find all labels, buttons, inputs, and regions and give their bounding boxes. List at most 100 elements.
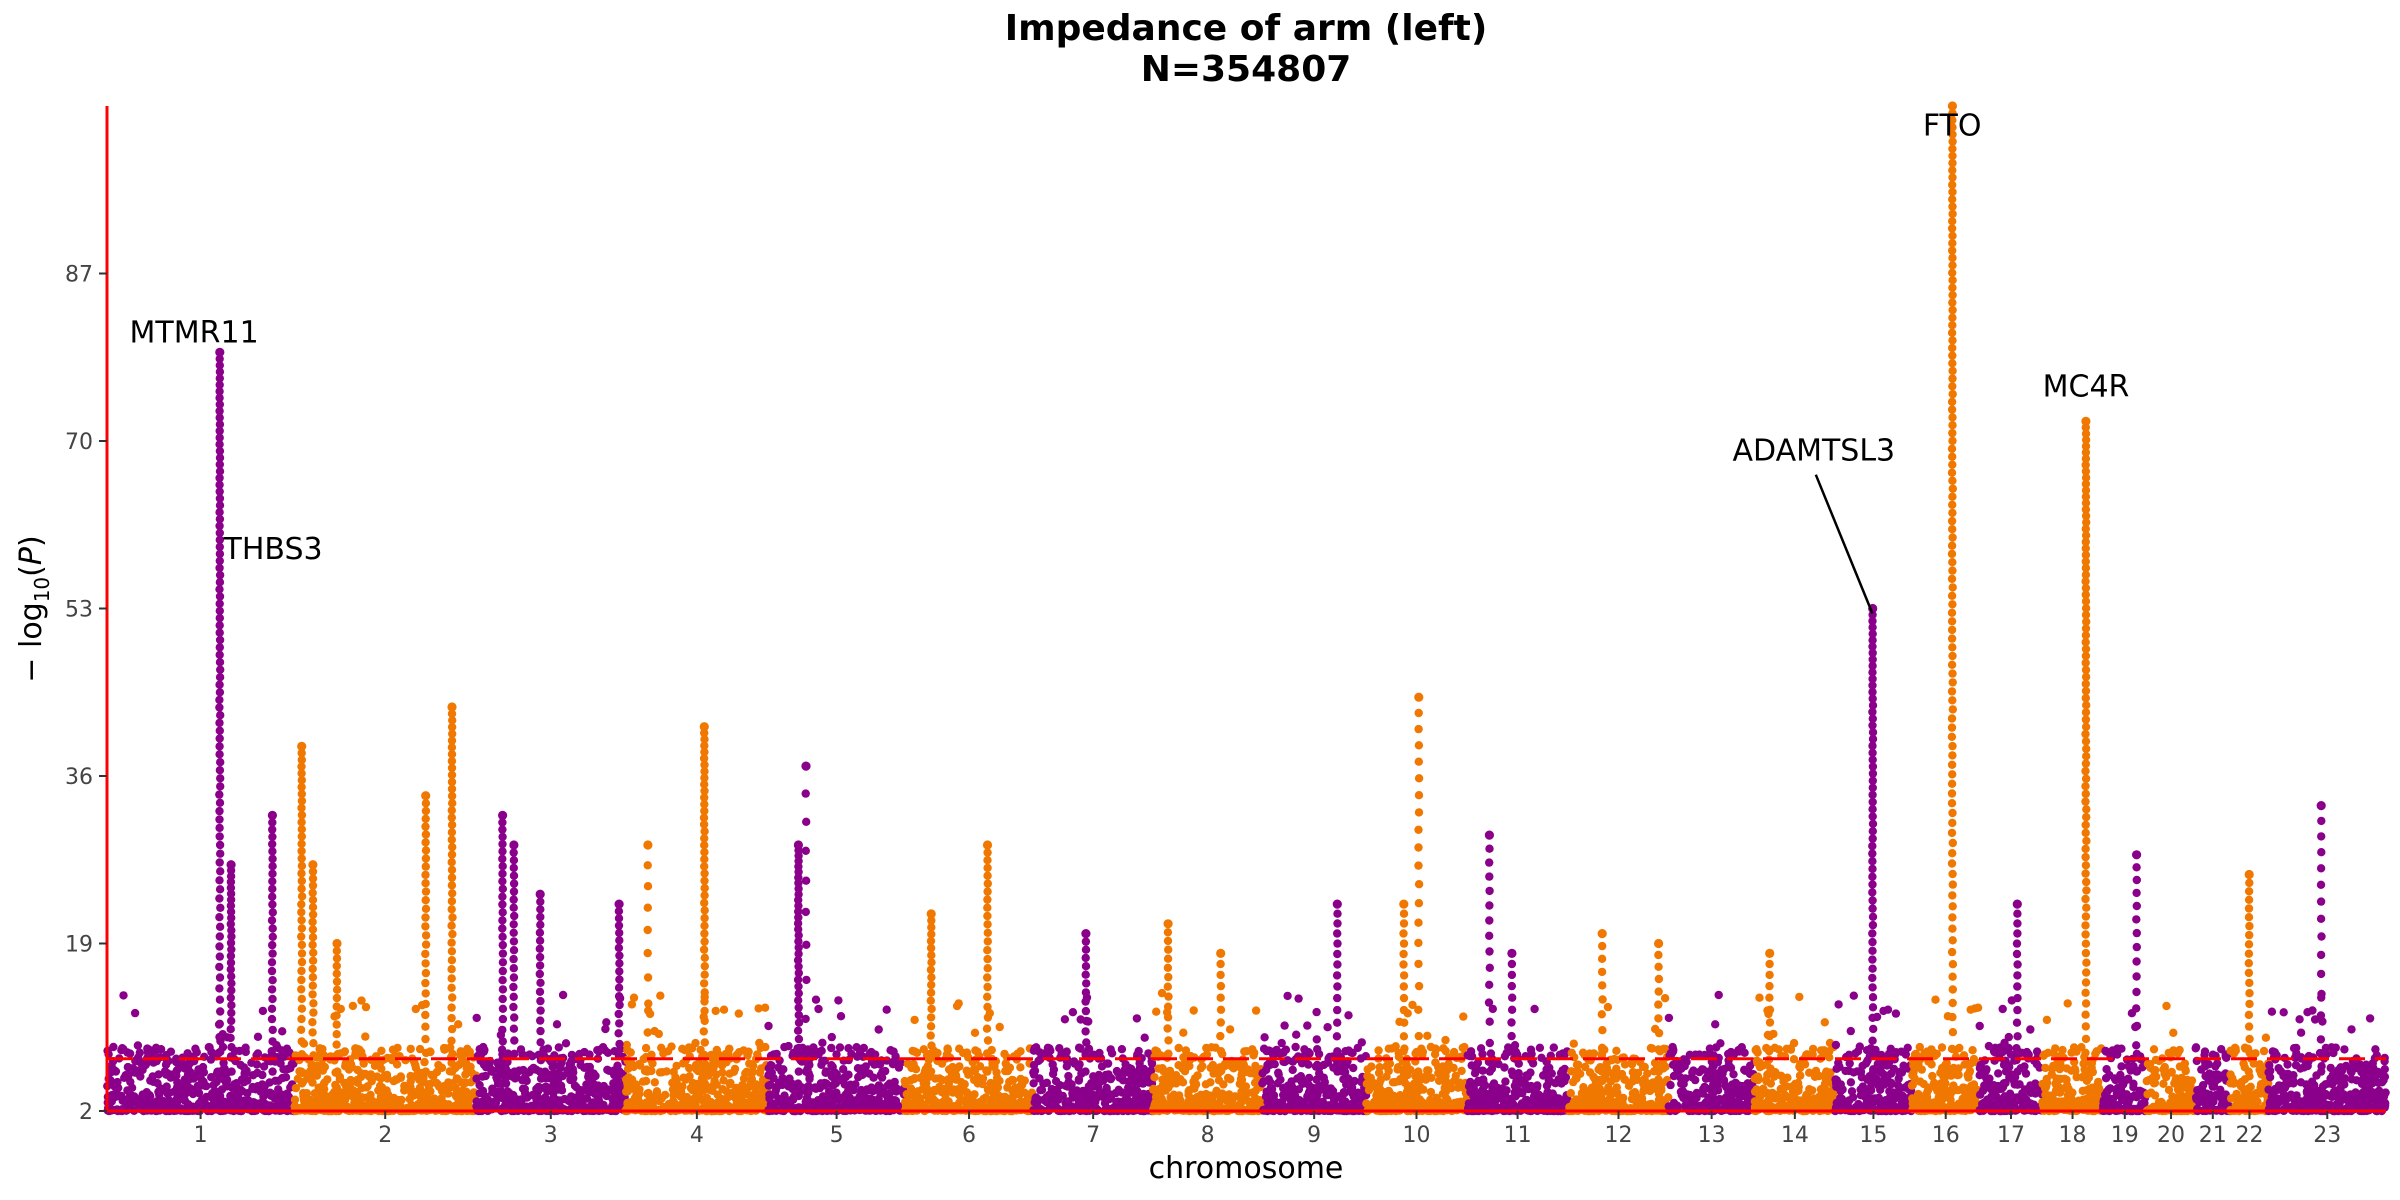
data-point (300, 1097, 309, 1107)
data-point (126, 1098, 135, 1108)
data-point (556, 1063, 565, 1073)
data-point (1151, 1098, 1160, 1107)
data-point (611, 1087, 620, 1096)
data-point (644, 1006, 653, 1015)
data-point (344, 1065, 354, 1074)
data-point (591, 1101, 600, 1110)
chromosome-points (1029, 993, 1157, 1116)
data-point (882, 1005, 891, 1014)
data-point (1451, 1071, 1461, 1081)
data-point (123, 1048, 132, 1057)
data-point (1664, 1013, 1674, 1023)
data-point (1514, 1074, 1524, 1083)
data-point (442, 1044, 451, 1053)
data-point (1055, 1044, 1064, 1053)
data-point (589, 1082, 599, 1091)
data-point (339, 1095, 348, 1104)
data-point (421, 1099, 430, 1108)
data-point (1106, 1045, 1115, 1054)
data-point (1598, 1076, 1607, 1086)
data-point (1180, 1067, 1190, 1076)
data-point (603, 1065, 612, 1075)
data-point (552, 1020, 562, 1029)
data-point (725, 1069, 734, 1078)
data-point (265, 1088, 275, 1097)
data-point (1207, 1043, 1216, 1052)
data-point (249, 1098, 258, 1107)
data-point (1743, 1086, 1753, 1096)
data-point (1326, 1084, 1336, 1093)
data-point (736, 1092, 745, 1101)
data-point (777, 1067, 786, 1076)
data-point (440, 1099, 450, 1109)
data-point (675, 1086, 684, 1096)
data-point (119, 991, 128, 1000)
data-point (1357, 1038, 1367, 1047)
data-point (1046, 1046, 1055, 1055)
data-point (1795, 992, 1804, 1002)
data-point (1260, 1033, 1269, 1042)
data-point (550, 1082, 560, 1091)
data-point (566, 1075, 575, 1085)
data-point (570, 1081, 580, 1090)
data-point (1140, 1033, 1149, 1042)
data-point (600, 1046, 610, 1055)
data-point (832, 1088, 841, 1097)
data-point (109, 1042, 118, 1052)
data-point (1184, 1090, 1193, 1100)
data-point (145, 1091, 154, 1100)
chromosome-points (1664, 990, 1759, 1116)
data-point (1454, 1102, 1463, 1111)
data-point (902, 1090, 911, 1099)
data-point (708, 1086, 717, 1096)
data-point (1501, 1077, 1510, 1086)
data-point (1638, 1062, 1648, 1072)
data-point (1132, 1014, 1142, 1023)
data-point (1117, 1045, 1127, 1054)
data-point (1067, 1080, 1076, 1089)
data-point (839, 1065, 848, 1074)
data-point (1181, 1046, 1191, 1055)
data-point (659, 1049, 668, 1058)
data-point (1276, 1075, 1285, 1084)
data-point (143, 1048, 153, 1057)
data-point (1251, 1006, 1261, 1015)
data-point (672, 1061, 681, 1071)
data-point (685, 1063, 694, 1073)
data-point (291, 1083, 301, 1093)
data-point (894, 1102, 903, 1111)
chromosome-points (1258, 991, 1371, 1116)
data-point (1606, 1077, 1616, 1086)
data-point (1005, 1077, 1014, 1087)
data-point (784, 1041, 793, 1051)
data-point (161, 1060, 171, 1069)
data-point (955, 1062, 964, 1071)
data-point (1151, 1046, 1160, 1055)
data-point (414, 1099, 423, 1109)
data-point (1051, 1077, 1061, 1086)
data-point (1549, 1043, 1559, 1052)
data-point (1668, 1042, 1677, 1052)
data-point (611, 1078, 620, 1087)
chart-subtitle: N=354807 (1141, 49, 1352, 90)
data-point (1545, 1063, 1554, 1073)
data-point (829, 1081, 838, 1090)
data-point (1679, 1079, 1688, 1089)
data-point (1431, 1044, 1440, 1053)
data-point (258, 1080, 267, 1089)
data-point (1548, 1089, 1557, 1098)
data-point (377, 1064, 386, 1073)
data-point (253, 1032, 263, 1042)
data-point (1500, 1094, 1509, 1103)
data-point (501, 1079, 511, 1088)
data-point (732, 1083, 741, 1093)
data-point (1280, 1021, 1289, 1030)
data-point (639, 1054, 648, 1064)
data-point (400, 1081, 409, 1091)
data-point (804, 1088, 813, 1097)
data-point (1449, 1047, 1459, 1057)
data-point (357, 996, 366, 1005)
data-point (1466, 1077, 1475, 1087)
data-point (747, 1097, 757, 1106)
data-point (298, 1077, 308, 1087)
